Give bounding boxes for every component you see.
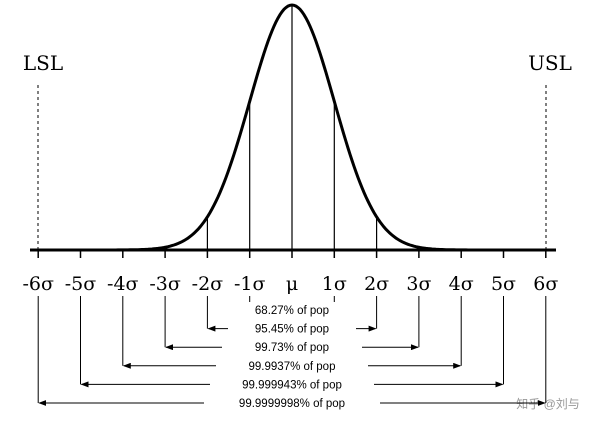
label-bg bbox=[216, 357, 368, 374]
sigma-label: -5σ bbox=[65, 273, 97, 295]
bell-curve bbox=[32, 3, 554, 252]
label-bg bbox=[204, 395, 380, 411]
range-label: 99.9999998% of pop bbox=[239, 398, 345, 410]
sigma-label: 3σ bbox=[406, 273, 431, 295]
label-bg bbox=[234, 302, 350, 318]
range-label: 99.73% of pop bbox=[255, 342, 329, 354]
guides bbox=[37, 5, 547, 258]
sigma-label: 6σ bbox=[533, 273, 558, 295]
range-label: 95.45% of pop bbox=[255, 324, 329, 336]
sigma-label: 2σ bbox=[364, 273, 389, 295]
sigma-label: -3σ bbox=[149, 273, 181, 295]
sigma-label: -4σ bbox=[107, 273, 139, 295]
lsl-label: LSL bbox=[23, 51, 63, 75]
range-label: 99.9937% of pop bbox=[249, 361, 336, 373]
watermark: 知乎 @刘与 bbox=[516, 397, 580, 411]
range-label: 99.999943% of pop bbox=[242, 379, 342, 391]
sigma-label: -6σ bbox=[22, 273, 54, 295]
sigma-label: 4σ bbox=[449, 273, 474, 295]
label-bg bbox=[228, 320, 356, 337]
sigma-label: -1σ bbox=[234, 273, 266, 295]
label-bg bbox=[222, 339, 362, 356]
sigma-label: μ bbox=[286, 273, 298, 295]
usl-label: USL bbox=[528, 51, 572, 75]
sigma-label: 1σ bbox=[322, 273, 347, 295]
sigma-label: 5σ bbox=[491, 273, 516, 295]
label-bg bbox=[210, 376, 374, 393]
range-label: 68.27% of pop bbox=[255, 305, 329, 317]
sigma-label: -2σ bbox=[192, 273, 224, 295]
